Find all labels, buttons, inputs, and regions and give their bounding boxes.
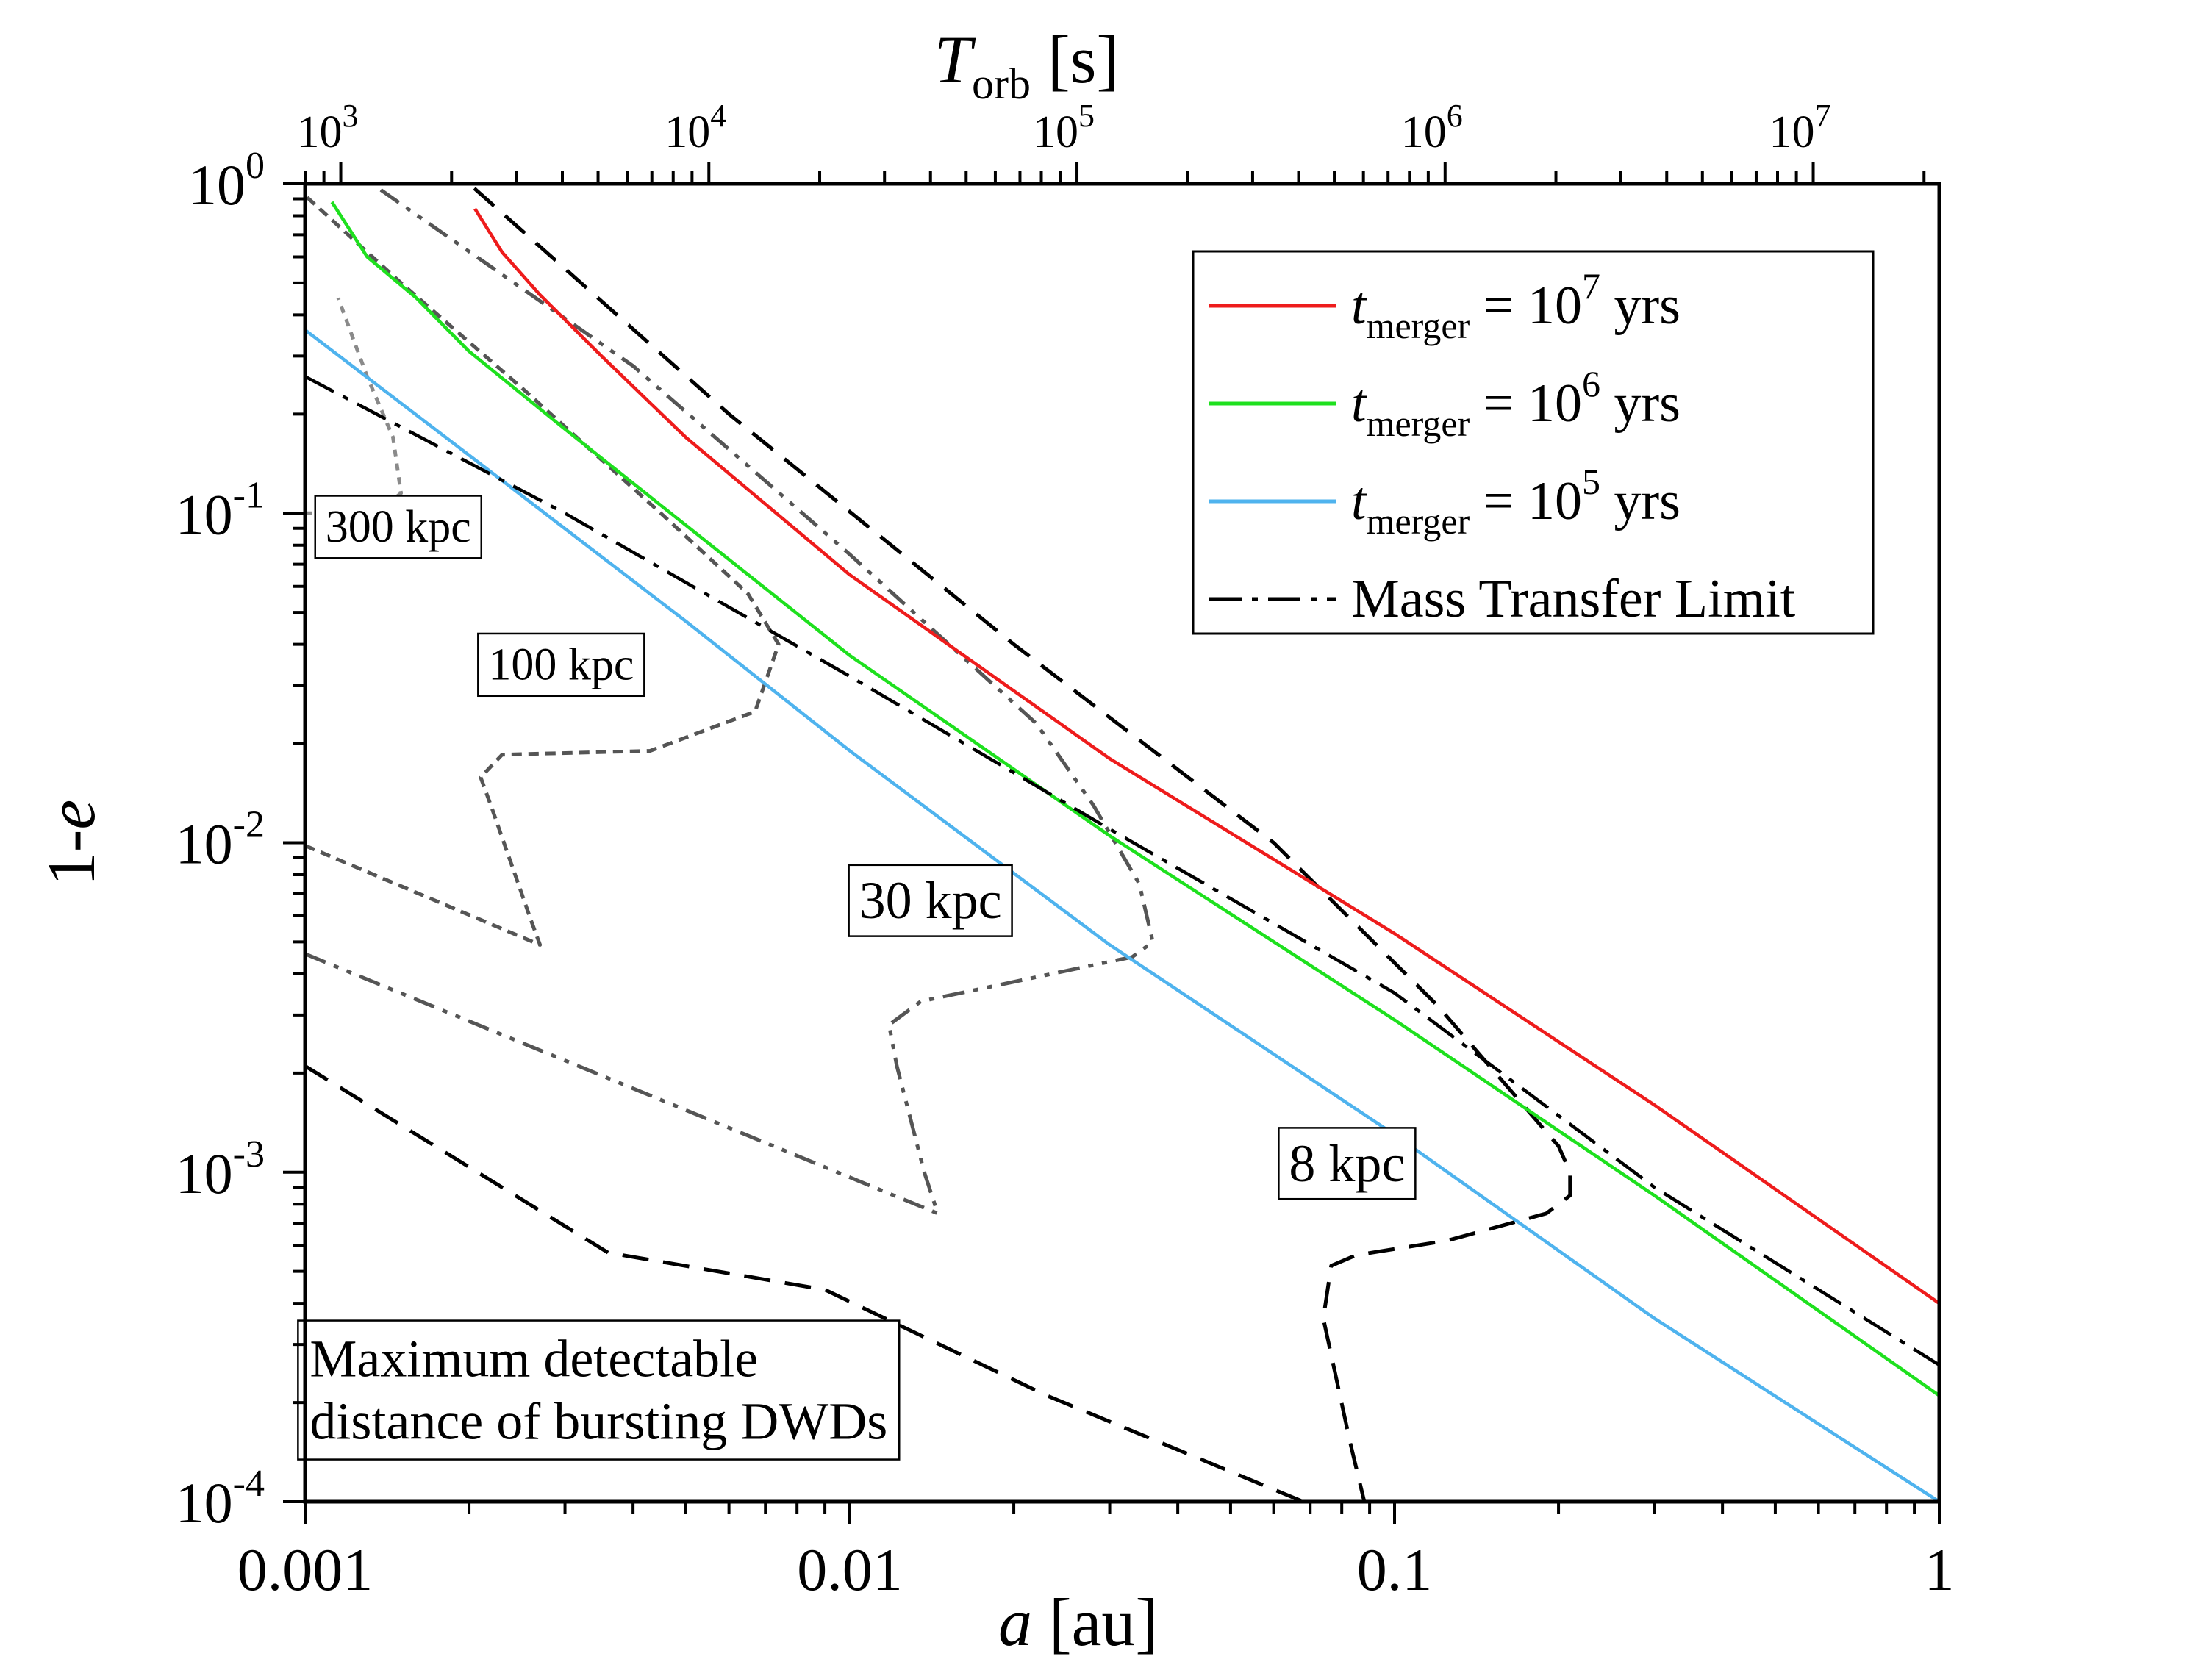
y-tick-label: 10-4 bbox=[176, 1463, 265, 1535]
annotation-text: 30 kpc bbox=[859, 871, 1002, 930]
annotation-box bbox=[314, 495, 483, 559]
x-axis-label: a [au] bbox=[998, 1585, 1158, 1659]
legend-entry: tmerger = 106 yrs bbox=[1209, 363, 1681, 444]
annotation-layer: 300 kpc 100 kpc 30 kpc 8 kpc Maximum detecta… bbox=[297, 495, 1417, 1461]
x-tick-label: 0.01 bbox=[797, 1536, 903, 1603]
legend-entry: Mass Transfer Limit bbox=[1209, 569, 1796, 629]
distance-contour-8-kpc bbox=[305, 184, 1572, 1502]
top-tick-label: 103 bbox=[297, 98, 359, 157]
note-line: distance of bursting DWDs bbox=[309, 1392, 887, 1451]
series-line-2 bbox=[305, 329, 1939, 1502]
series-line-3 bbox=[305, 375, 1939, 1366]
distance-contour-30-kpc bbox=[305, 184, 1155, 1216]
note-box-frame bbox=[297, 1319, 901, 1461]
annotation-label: 300 kpc bbox=[314, 495, 483, 559]
legend-label: tmerger = 107 yrs bbox=[1351, 265, 1681, 346]
annotation-label: 30 kpc bbox=[848, 864, 1013, 937]
x-tick-label: 0.001 bbox=[237, 1536, 373, 1603]
plot-area bbox=[305, 184, 1939, 1502]
legend-entry: tmerger = 107 yrs bbox=[1209, 265, 1681, 346]
legend-label: tmerger = 105 yrs bbox=[1351, 461, 1681, 542]
distance-contour-300-kpc bbox=[305, 297, 403, 515]
legend-frame bbox=[1192, 250, 1875, 635]
top-axis-label: Torb [s] bbox=[934, 22, 1119, 108]
annotation-text: 300 kpc bbox=[326, 502, 471, 552]
annotation-box bbox=[1278, 1127, 1417, 1200]
y-axis-label: 1-e bbox=[34, 800, 109, 886]
annotation-label: 8 kpc bbox=[1278, 1127, 1417, 1200]
series-line-0 bbox=[473, 207, 1939, 1305]
annotation-text: 8 kpc bbox=[1289, 1134, 1405, 1193]
top-tick-label: 105 bbox=[1033, 98, 1095, 157]
top-tick-label: 104 bbox=[665, 98, 726, 157]
legend-label: Mass Transfer Limit bbox=[1351, 569, 1796, 629]
x-tick-label: 0.1 bbox=[1357, 1536, 1433, 1603]
top-tick-label: 107 bbox=[1769, 98, 1831, 157]
note-line: Maximum detectable bbox=[309, 1330, 758, 1389]
axes-layer: 0.001 0.01 0.1 1 100 10-1 10-2 10-3 10-4 103 104 10… bbox=[34, 22, 1955, 1659]
annotation-box bbox=[848, 864, 1013, 937]
x-tick-label: 1 bbox=[1925, 1536, 1955, 1603]
annotation-label: 100 kpc bbox=[477, 632, 645, 698]
y-tick-label: 10-3 bbox=[176, 1133, 265, 1205]
y-tick-label: 100 bbox=[188, 145, 265, 217]
annotation-text: 100 kpc bbox=[488, 639, 634, 689]
legend-entry: tmerger = 105 yrs bbox=[1209, 461, 1681, 542]
y-tick-label: 10-1 bbox=[176, 474, 265, 546]
y-tick-label: 10-2 bbox=[176, 804, 265, 876]
distance-contour-100-kpc bbox=[305, 193, 781, 947]
legend: tmerger = 107 yrs tmerger = 106 yrs tmerge… bbox=[1192, 250, 1875, 635]
series-line-1 bbox=[330, 201, 1939, 1397]
annotation-box bbox=[477, 632, 645, 698]
legend-label: tmerger = 106 yrs bbox=[1351, 363, 1681, 444]
top-tick-label: 106 bbox=[1401, 98, 1463, 157]
